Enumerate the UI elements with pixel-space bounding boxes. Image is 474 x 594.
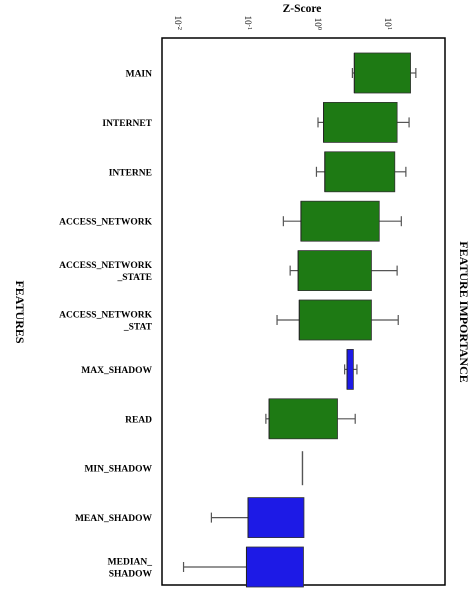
x-tick-base: 10 (243, 16, 253, 26)
x-tick-label: 10-2 (173, 16, 183, 30)
box-body (346, 348, 354, 390)
y-axis-labels: MAIN INTERNET INTERNE ACCESS_NETWORK ACCESS_… (59, 70, 153, 580)
box-8 (265, 398, 356, 440)
x-tick-label: 100 (313, 18, 323, 30)
box-1 (351, 52, 417, 94)
x-tick-exponent: 1 (386, 27, 393, 30)
feature-label: ACCESS_NETWORK (59, 218, 153, 228)
box-3 (315, 151, 407, 193)
chart-title: Z-Score (283, 3, 322, 15)
box-6 (276, 299, 399, 341)
box-body (300, 200, 380, 242)
box-body (324, 151, 396, 193)
feature-label: MAX_SHADOW (81, 366, 152, 376)
feature-label: READ (125, 415, 152, 425)
box-body (247, 497, 305, 539)
box-11 (182, 546, 304, 588)
x-tick-exponent: -1 (246, 25, 253, 30)
feature-label: INTERNE (109, 168, 152, 178)
feature-label: ACCESS_NETWORK _STAT (59, 311, 153, 333)
x-tick-label: 101 (383, 18, 393, 30)
x-tick-base: 10 (383, 18, 393, 28)
feature-label: MEDIAN_ SHADOW (108, 558, 153, 580)
svg-text:10-2: 10-2 (173, 16, 183, 30)
x-axis-title: FEATURE IMPORTANCE (457, 241, 471, 382)
feature-label: MEAN_SHADOW (75, 514, 153, 524)
svg-text:10-1: 10-1 (243, 16, 253, 30)
box-body (297, 250, 372, 292)
feature-label: INTERNET (102, 119, 152, 129)
box-7 (344, 348, 358, 390)
x-tick-base: 10 (173, 16, 183, 26)
box-body (323, 102, 398, 143)
box-4 (282, 200, 402, 242)
x-tick-base: 10 (313, 18, 323, 28)
box-10 (210, 497, 305, 539)
x-tick-label: 10-1 (243, 16, 253, 30)
box-body (353, 52, 411, 94)
svg-text:101: 101 (383, 18, 393, 30)
box-body (268, 398, 338, 440)
feature-label: ACCESS_NETWORK _STATE (59, 261, 153, 283)
boxes (182, 52, 417, 588)
x-tick-exponent: -2 (176, 25, 183, 30)
box-body (246, 546, 304, 588)
y-axis-title: FEATURES (13, 280, 27, 343)
svg-text:100: 100 (313, 18, 323, 30)
box-5 (289, 250, 398, 292)
box-2 (317, 102, 410, 143)
feature-label: MAIN (126, 70, 153, 80)
box-body (298, 299, 372, 341)
feature-label: MIN_SHADOW (84, 465, 152, 475)
x-tick-exponent: 0 (316, 27, 323, 30)
